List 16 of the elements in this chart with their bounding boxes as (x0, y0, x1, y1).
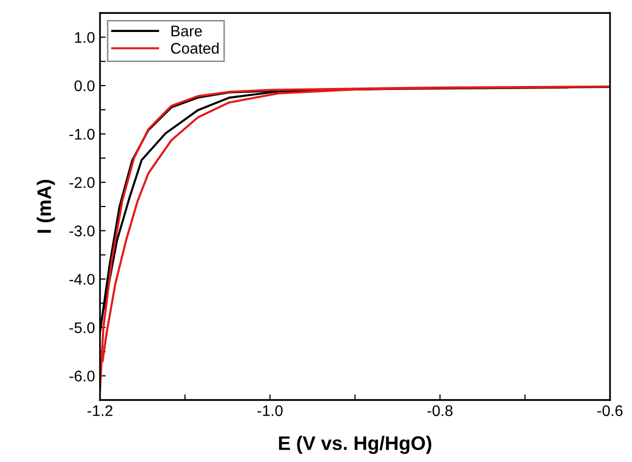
y-tick-label: -1.0 (69, 128, 95, 140)
x-axis-title: E (V vs. Hg/HgO) (279, 436, 432, 454)
y-tick-label: -5.0 (69, 322, 95, 334)
legend-label: Coated (171, 42, 219, 54)
x-tick-label: -1.0 (258, 405, 283, 416)
legend-label: Bare (172, 26, 202, 36)
x-tick-label: -0.6 (598, 405, 622, 416)
y-tick-label: -2.0 (69, 177, 95, 188)
x-tick-label: -0.8 (428, 405, 452, 416)
x-tick-label: -1.2 (88, 405, 112, 416)
y-axis-title: I (mA) (36, 180, 55, 233)
y-tick-label: -6.0 (69, 370, 95, 382)
y-tick-label: -4.0 (69, 274, 95, 285)
y-tick-label: 0.0 (74, 80, 95, 92)
y-tick-label: 1.0 (75, 32, 95, 43)
y-tick-label: -3.0 (69, 226, 95, 236)
